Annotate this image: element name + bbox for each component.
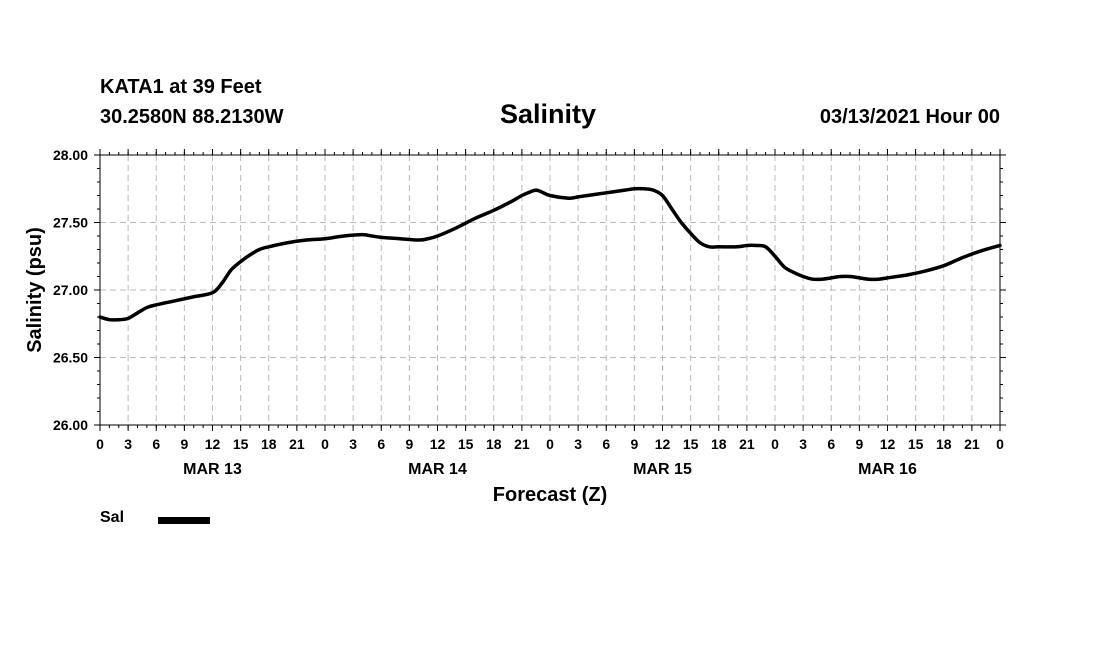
x-tick-label: 9	[630, 436, 638, 452]
x-tick-label: 12	[655, 436, 671, 452]
x-tick-label: 9	[855, 436, 863, 452]
series-layer	[98, 186, 1002, 322]
x-tick-label: 21	[739, 436, 755, 452]
forecast-datetime: 03/13/2021 Hour 00	[819, 106, 1000, 128]
x-tick-label: 9	[405, 436, 413, 452]
x-tick-label: 15	[908, 436, 924, 452]
y-tick-label: 26.50	[53, 350, 88, 366]
x-tick-label: 15	[683, 436, 699, 452]
x-tick-label: 15	[458, 436, 474, 452]
x-tick-label: 9	[180, 436, 188, 452]
series-line-sal	[98, 186, 1002, 322]
date-label: MAR 13	[183, 461, 242, 478]
legend-swatch-sal	[158, 516, 211, 524]
y-tick-label: 26.00	[53, 417, 88, 433]
date-label: MAR 14	[408, 461, 467, 478]
chart-title: Salinity	[500, 99, 597, 129]
x-tick-label: 15	[233, 436, 249, 452]
x-tick-label: 6	[152, 436, 160, 452]
date-labels: MAR 13 MAR 14 MAR 15 MAR 16	[183, 461, 917, 478]
x-tick-label: 6	[827, 436, 835, 452]
grid-lines	[100, 155, 1000, 425]
x-tick-label: 3	[349, 436, 357, 452]
station-label: KATA1 at 39 Feet	[100, 76, 262, 98]
x-tick-label: 3	[799, 436, 807, 452]
station-coordinates: 30.2580N 88.2130W	[100, 106, 284, 128]
x-tick-label: 3	[124, 436, 132, 452]
date-label: MAR 15	[633, 461, 692, 478]
date-label: MAR 16	[858, 461, 917, 478]
x-tick-label: 21	[964, 436, 980, 452]
x-tick-label: 18	[261, 436, 277, 452]
x-tick-label: 12	[205, 436, 221, 452]
legend-label-sal: Sal	[100, 509, 125, 526]
x-tick-label: 6	[377, 436, 385, 452]
y-tick-label: 27.00	[53, 282, 88, 298]
y-axis-label: Salinity (psu)	[24, 227, 46, 353]
x-tick-label: 0	[996, 436, 1004, 452]
x-tick-label: 3	[574, 436, 582, 452]
x-tick-label: 18	[936, 436, 952, 452]
x-tick-label: 18	[711, 436, 727, 452]
x-tick-label: 0	[321, 436, 329, 452]
x-axis-label: Forecast (Z)	[493, 484, 607, 506]
x-tick-label: 21	[514, 436, 530, 452]
legend: Sal	[100, 509, 211, 527]
x-tick-label: 0	[771, 436, 779, 452]
x-tick-label: 0	[546, 436, 554, 452]
y-tick-label: 28.00	[53, 147, 88, 163]
x-tick-label: 18	[486, 436, 502, 452]
y-tick-label: 27.50	[53, 215, 88, 231]
x-axis-ticks: 0 3 6 9 12 15 18 21 0 3 6 9 12 15 18 21 0 3 6 9 12 15 18 21 0 3 6 9…	[96, 149, 1004, 452]
x-tick-label: 6	[602, 436, 610, 452]
x-tick-label: 12	[430, 436, 446, 452]
x-tick-label: 0	[96, 436, 104, 452]
y-axis-ticks: 26.00 26.50 27.00 27.50 28.00	[53, 147, 1006, 433]
x-tick-label: 12	[880, 436, 896, 452]
x-tick-label: 21	[289, 436, 305, 452]
